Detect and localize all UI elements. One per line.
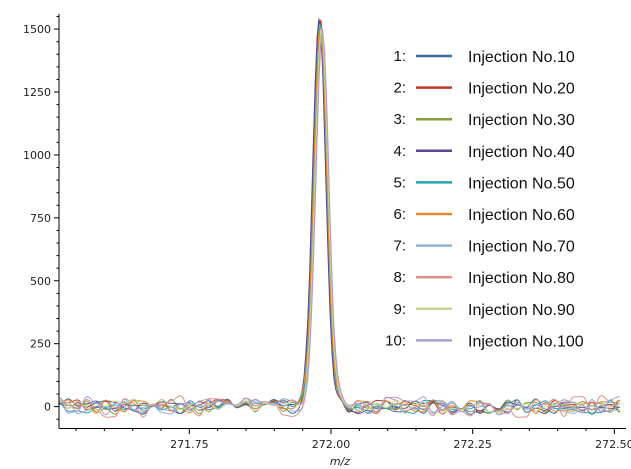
y-tick-label: 1000 — [23, 149, 51, 162]
y-tick-label: 1500 — [23, 23, 51, 36]
y-tick-label: 1250 — [23, 86, 51, 99]
legend-index: 4: — [393, 143, 406, 160]
y-tick-label: 500 — [30, 275, 51, 288]
legend-index: 10: — [385, 332, 406, 349]
axes-layer: 0 250 500 750 1000 1250 1500 271.75 272.00 272.25… — [23, 14, 631, 451]
y-tick-label: 750 — [30, 212, 51, 225]
legend-index: 2: — [393, 80, 406, 97]
legend-label: Injection No.80 — [468, 270, 575, 287]
legend-label: Injection No.40 — [468, 144, 575, 161]
legend-index: 9: — [393, 301, 406, 318]
x-tick-label: 272.25 — [453, 438, 492, 451]
legend-index: 8: — [393, 269, 406, 286]
legend-label: Injection No.20 — [468, 81, 575, 98]
y-tick-label: 0 — [44, 401, 51, 414]
legend-index: 6: — [393, 206, 406, 223]
legend: 1: Injection No.10 2: Injection No.20 3: Inje… — [385, 48, 584, 350]
legend-label: Injection No.60 — [468, 207, 575, 224]
y-tick-label: 250 — [30, 338, 51, 351]
x-tick-label: 271.75 — [170, 438, 209, 451]
legend-label: Injection No.10 — [468, 49, 575, 66]
legend-label: Injection No.100 — [468, 333, 584, 350]
series-line — [58, 30, 621, 416]
legend-index: 5: — [393, 174, 406, 191]
legend-index: 1: — [393, 48, 406, 65]
x-tick-label: 272.00 — [312, 438, 351, 451]
legend-index: 7: — [393, 238, 406, 255]
x-tick-label: 272.50 — [595, 438, 631, 451]
legend-label: Injection No.70 — [468, 239, 575, 256]
legend-index: 3: — [393, 111, 406, 128]
legend-label: Injection No.90 — [468, 302, 575, 319]
legend-label: Injection No.50 — [468, 175, 575, 192]
legend-label: Injection No.30 — [468, 112, 575, 129]
series-line — [58, 29, 621, 415]
series-layer — [58, 18, 621, 418]
x-axis-title: m/z — [330, 455, 350, 468]
